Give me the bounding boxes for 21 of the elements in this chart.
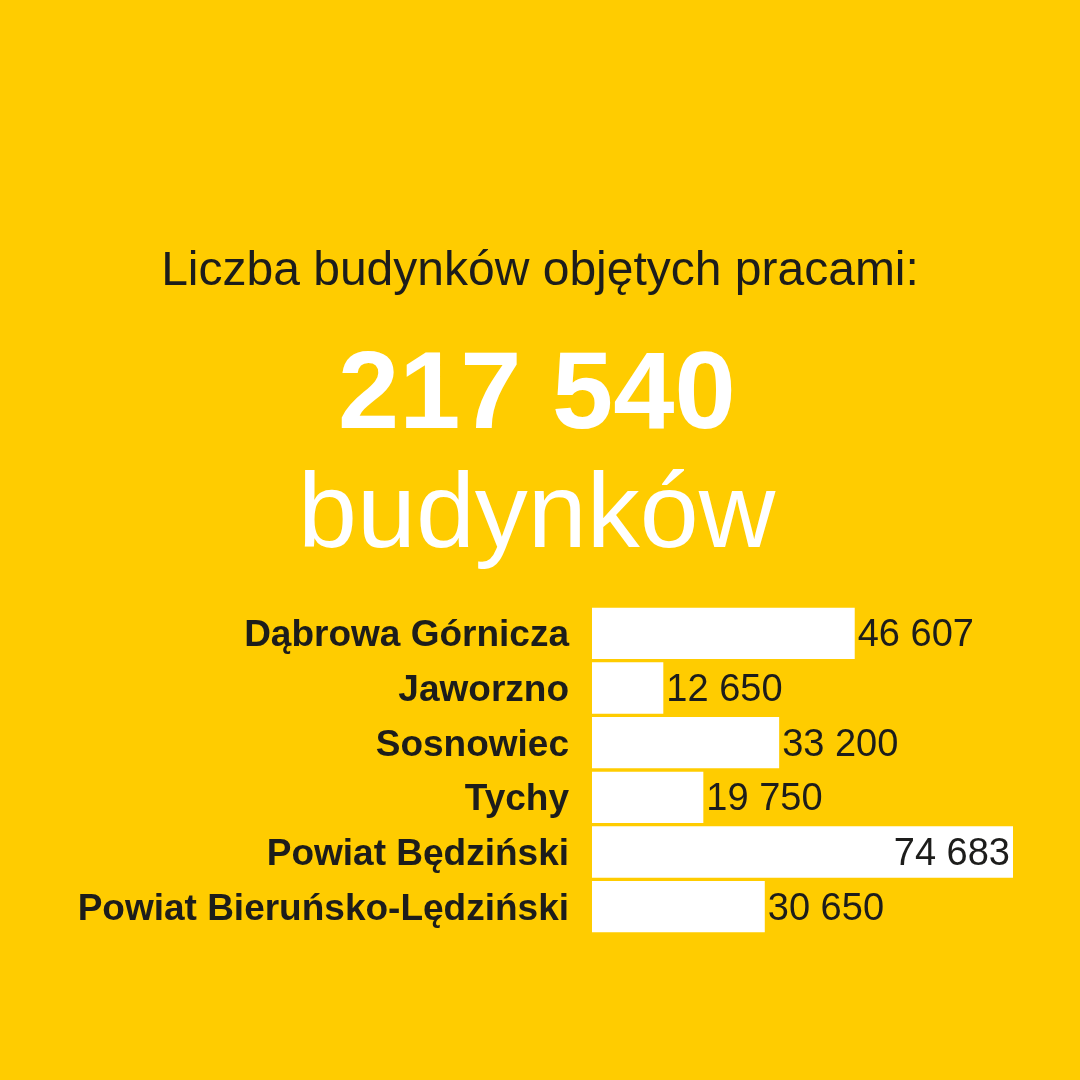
bar <box>592 607 855 660</box>
y-tick-label: Jaworzno <box>398 667 569 709</box>
bar <box>592 662 664 714</box>
data-label: 46 607 <box>857 612 974 655</box>
y-tick-label: Sosnowiec <box>375 722 569 764</box>
y-tick-label: Powiat Będziński <box>266 831 569 873</box>
bar <box>592 771 704 824</box>
bar <box>592 880 765 933</box>
data-label: 19 750 <box>706 776 823 819</box>
data-label: 30 650 <box>767 885 885 928</box>
y-tick-label: Tychy <box>464 777 570 819</box>
y-tick-label: Powiat Bieruńsko-Lędziński <box>77 886 569 928</box>
bar <box>592 716 780 769</box>
data-label: 33 200 <box>782 721 899 764</box>
chart-title: Liczba budynków objętych pracami: <box>161 241 919 295</box>
data-label: 74 683 <box>893 831 1010 873</box>
data-label: 12 650 <box>666 667 783 709</box>
text: budynków <box>298 451 776 569</box>
bar <box>592 826 1013 878</box>
y-tick-label: Dąbrowa Górnicza <box>244 613 570 655</box>
text: 217 540 <box>338 328 736 451</box>
